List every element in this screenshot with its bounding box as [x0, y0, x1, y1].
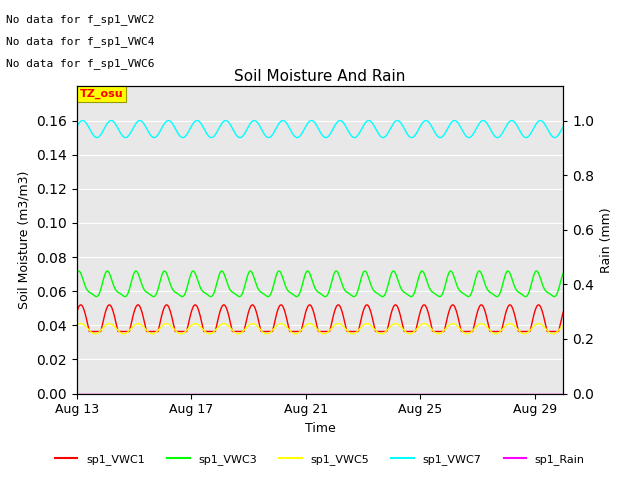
X-axis label: Time: Time — [305, 422, 335, 435]
Y-axis label: Rain (mm): Rain (mm) — [600, 207, 612, 273]
Title: Soil Moisture And Rain: Soil Moisture And Rain — [234, 69, 406, 84]
Text: No data for f_sp1_VWC6: No data for f_sp1_VWC6 — [6, 58, 155, 69]
Text: TZ_osu: TZ_osu — [79, 89, 124, 99]
Text: No data for f_sp1_VWC2: No data for f_sp1_VWC2 — [6, 14, 155, 25]
Text: No data for f_sp1_VWC4: No data for f_sp1_VWC4 — [6, 36, 155, 47]
Legend: sp1_VWC1, sp1_VWC3, sp1_VWC5, sp1_VWC7, sp1_Rain: sp1_VWC1, sp1_VWC3, sp1_VWC5, sp1_VWC7, … — [51, 450, 589, 469]
Y-axis label: Soil Moisture (m3/m3): Soil Moisture (m3/m3) — [18, 171, 31, 309]
